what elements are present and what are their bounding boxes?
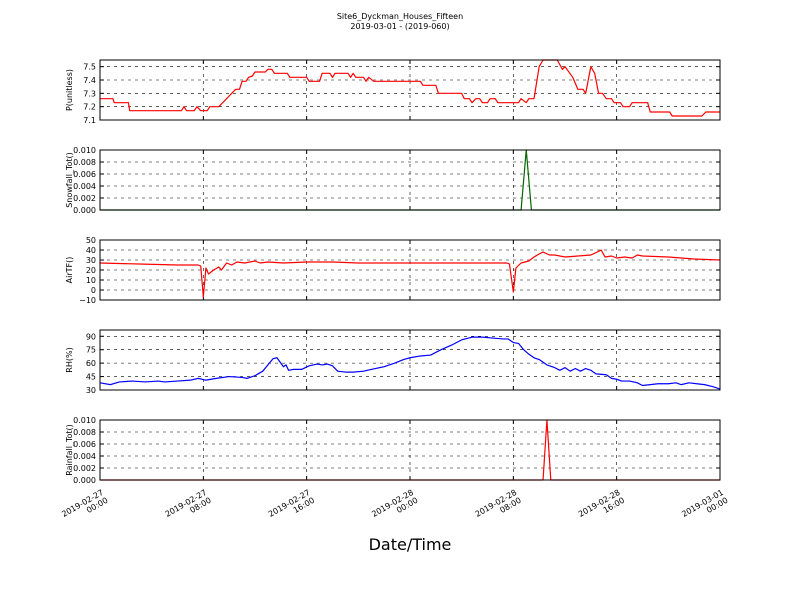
y-tick-label: 45 [86,373,96,382]
chart-subtitle: 2019-03-01 - (2019-060) [350,22,449,31]
y-tick-label: 0.010 [73,146,96,155]
y-tick-label: 0 [91,286,96,295]
y-tick-label: 0.008 [73,158,96,167]
y-axis-label: RH(%) [65,347,74,372]
chart-title: Site6_Dyckman_Houses_Fifteen [337,12,463,21]
y-tick-label: 75 [86,346,96,355]
series-line-3 [99,336,721,390]
y-tick-label: 0.008 [73,428,96,437]
panel-frame [99,239,721,301]
y-axis-label: AirTF() [65,257,74,284]
y-tick-label: 7.3 [83,89,96,98]
y-tick-label: 50 [86,236,96,245]
y-tick-label: 20 [86,266,96,275]
y-tick-label: 0.010 [73,416,96,425]
panel-1: 0.000 0.002 0.004 0.006 0.008 0.010Snowfall_T… [65,146,721,215]
panel-frame [99,59,721,121]
y-tick-label: 0.002 [73,464,96,473]
y-tick-label: 0.004 [73,182,96,191]
y-axis-label: Rainfall_Tot() [65,424,74,476]
y-tick-label: 7.5 [83,63,96,72]
y-tick-label: 30 [86,256,96,265]
x-axis-title: Date/Time [369,535,452,554]
series-line-2 [99,249,721,298]
y-tick-label: 7.4 [83,76,96,85]
y-tick-label: 60 [86,359,96,368]
y-tick-label: 10 [86,276,96,285]
panel-0: 7.1 7.2 7.3 7.4 7.5 P(unitless) [65,59,721,125]
y-tick-label: 0.006 [73,170,96,179]
panel-frame [99,329,721,391]
series-line-0 [100,59,720,117]
y-tick-label: 0.006 [73,440,96,449]
y-tick-label: 7.1 [83,116,96,125]
y-tick-label: 0.000 [73,206,96,215]
y-tick-label: 0.004 [73,452,96,461]
panel-4: 0.000 0.002 0.004 0.006 0.008 0.010Rainfall_T… [65,416,721,485]
panel-3: 30 45 60 75 90 RH(%) [65,329,721,395]
y-tick-label: 90 [86,332,96,341]
y-tick-label: 0.002 [73,194,96,203]
panel-frame [99,149,721,211]
y-axis-label: P(unitless) [65,69,74,111]
y-tick-label: 30 [86,386,96,395]
y-tick-label: 0.000 [73,476,96,485]
y-tick-label: 7.2 [83,103,96,112]
y-tick-label: −10 [79,296,96,305]
y-axis-label: Snowfall_Tot() [65,152,74,208]
y-tick-label: 40 [86,246,96,255]
panel-frame [99,419,721,481]
panels-group: 7.17.27.37.47.5P(unitless)0.0000.0020.00… [65,59,721,485]
